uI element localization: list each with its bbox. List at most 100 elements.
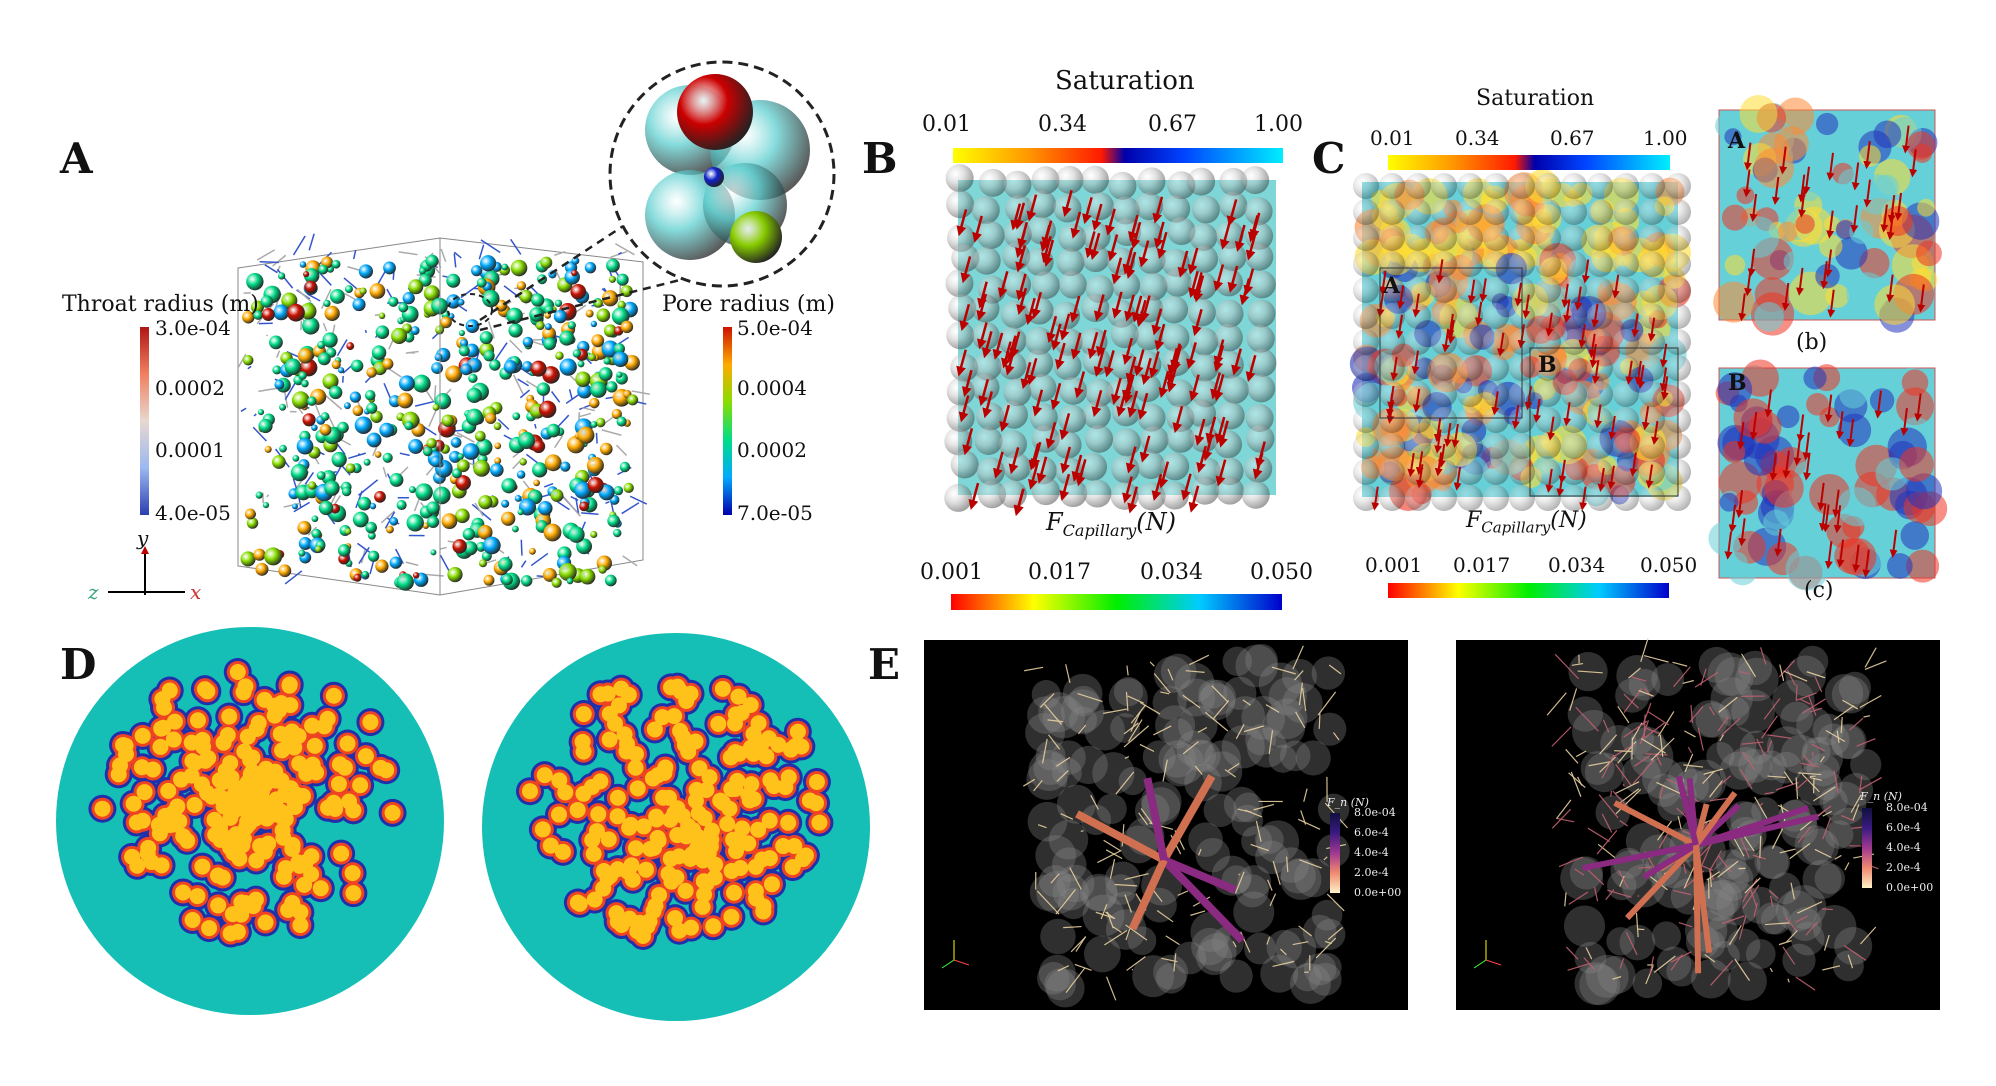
saturation-blob: [1737, 216, 1780, 258]
force-arrow: [1863, 179, 1872, 208]
invaded-blob: [705, 918, 722, 935]
grain-sphere: [1161, 452, 1190, 481]
grain-sphere: [1058, 270, 1087, 299]
pore-sphere: [441, 414, 454, 427]
throat-force-edge: [1769, 967, 1773, 973]
pore-sphere: [449, 450, 462, 463]
grain-sphere: [1173, 941, 1207, 975]
pore-sphere: [301, 379, 309, 388]
pore-sphere: [302, 317, 320, 335]
grain-sphere: [1651, 663, 1685, 696]
saturation-blob: [1722, 440, 1746, 464]
throat: [520, 560, 527, 568]
pore-sphere: [522, 361, 533, 372]
pore-tick-2: 0.0002: [737, 438, 807, 462]
invaded-blob: [362, 714, 379, 731]
force-arrow: [1015, 230, 1026, 259]
force-arrow: [1084, 231, 1096, 259]
throat: [554, 250, 566, 256]
throat-force-edge: [1234, 871, 1245, 894]
invaded-blob: [761, 850, 778, 867]
throat-force-edge: [1104, 929, 1128, 946]
saturation-blob: [1835, 236, 1868, 270]
throat: [414, 400, 436, 407]
grain-sphere: [1561, 199, 1587, 225]
throat-force-edge: [1684, 753, 1694, 773]
grain-sphere: [1572, 709, 1616, 754]
throat: [296, 288, 312, 303]
grain-sphere: [1641, 757, 1684, 800]
throat-force-edge: [1840, 815, 1855, 822]
grain-sphere: [1353, 355, 1379, 381]
grain-sphere: [1597, 955, 1636, 994]
force-arrow: [1597, 467, 1606, 493]
grain-sphere: [1266, 698, 1308, 740]
pore-sphere: [540, 256, 553, 269]
invaded-blob: [303, 866, 320, 883]
pore-sphere: [240, 551, 256, 567]
pore-sphere: [388, 296, 399, 307]
pore-sphere: [611, 408, 623, 420]
force-arrow: [1015, 245, 1027, 273]
pore-sphere: [450, 437, 462, 448]
force-arrow: [958, 395, 970, 423]
grain-sphere: [1457, 485, 1483, 511]
grain-sphere: [1737, 650, 1773, 686]
pore-sphere: [374, 491, 386, 503]
grain-sphere: [1104, 861, 1141, 897]
saturation-blob: [1783, 251, 1805, 272]
pore-sphere: [296, 437, 314, 455]
grain-sphere: [1353, 199, 1379, 225]
invaded-blob: [536, 767, 553, 784]
invaded-blob: [786, 837, 803, 854]
force-arrow: [1135, 299, 1147, 328]
throat-force-edge: [1124, 894, 1132, 913]
pore-tick-3: 7.0e-05: [737, 501, 813, 525]
throat-force-edge: [1741, 741, 1764, 745]
pore-sphere: [546, 423, 561, 438]
grain-sphere: [1801, 736, 1844, 779]
throat-force-edge: [1795, 778, 1809, 791]
grain-sphere: [1613, 459, 1639, 485]
pore-sphere: [447, 566, 463, 583]
force-arrow: [1900, 407, 1909, 437]
force-arrow: [1743, 169, 1751, 198]
force-arrow: [959, 304, 971, 332]
grain-sphere: [1587, 277, 1613, 303]
pore-sphere: [584, 262, 597, 274]
grain-sphere: [1379, 433, 1405, 459]
saturation-blob: [1815, 263, 1840, 289]
grain-sphere: [1142, 740, 1176, 774]
force-arrow: [1008, 447, 1020, 475]
throat-force-edge: [1732, 837, 1745, 857]
force-arrow: [1219, 222, 1231, 250]
pore-sphere: [298, 537, 312, 551]
e-left-tick-4: 0.0e+00: [1354, 886, 1402, 899]
throat: [557, 501, 570, 511]
throat: [512, 374, 524, 395]
high-force-edge: [1581, 842, 1697, 872]
pore-sphere: [343, 402, 351, 410]
grain-sphere: [1639, 485, 1665, 511]
invaded-blob: [761, 812, 778, 829]
grain-sphere: [1152, 685, 1187, 720]
pore-sphere: [379, 422, 395, 438]
pore-sphere: [397, 392, 414, 409]
throat-force-edge: [1271, 666, 1296, 675]
grain-sphere: [1082, 894, 1125, 937]
force-arrow: [1036, 456, 1048, 484]
invaded-blob: [199, 683, 216, 700]
throat-force-edge: [1554, 653, 1580, 680]
grain-sphere: [1188, 740, 1221, 773]
throat-force-edge: [1759, 836, 1762, 859]
throat: [440, 248, 447, 262]
e-left-legend-title: F_n (N): [1327, 796, 1369, 809]
invaded-blob: [608, 905, 625, 922]
invaded-blob: [677, 882, 694, 899]
grain-sphere: [1031, 679, 1061, 709]
grain-sphere: [1613, 225, 1639, 251]
saturation-blob: [1819, 234, 1843, 258]
force-arrow: [1131, 295, 1143, 323]
grain-sphere: [1262, 705, 1306, 749]
